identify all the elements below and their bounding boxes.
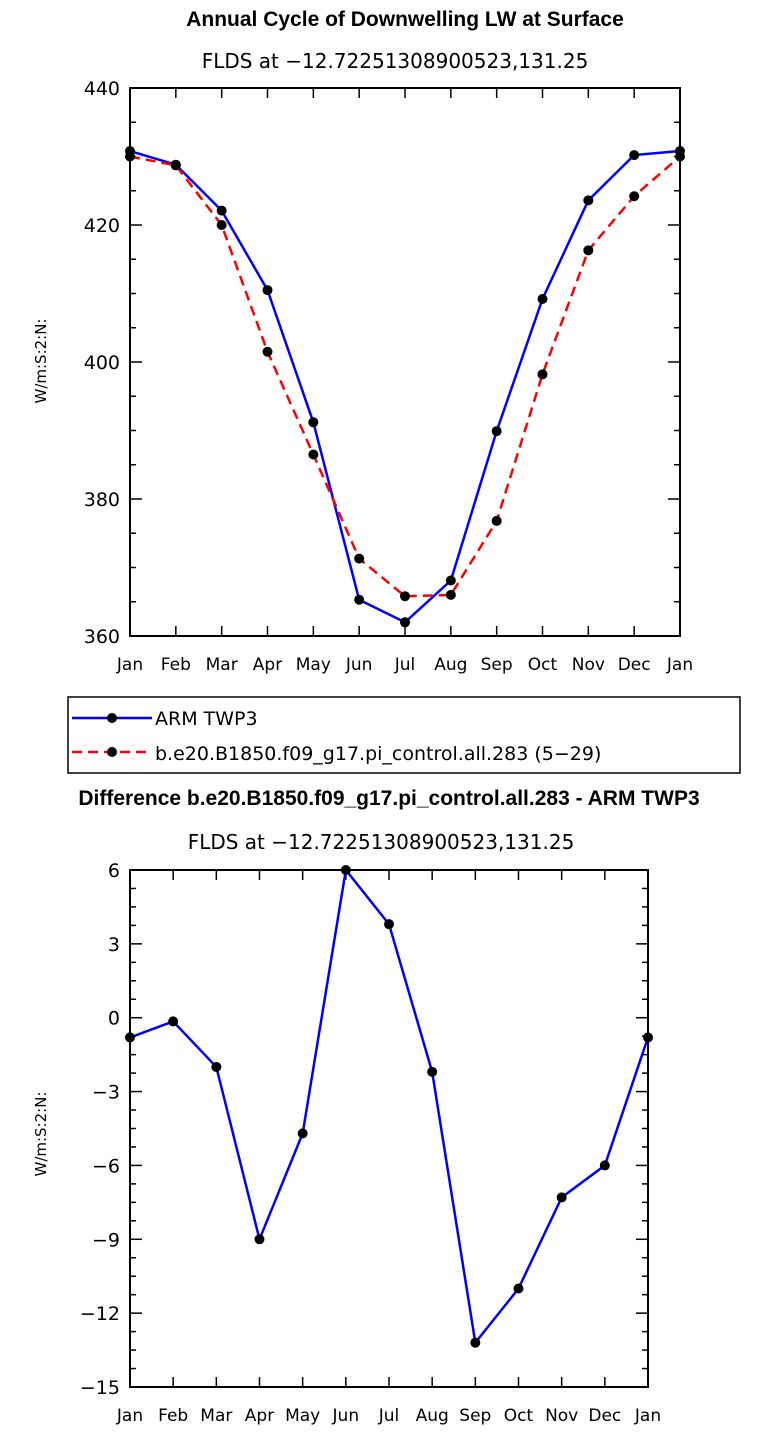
chart1-xtick-label: Jun xyxy=(345,655,373,675)
chart1-ytick-label: 400 xyxy=(84,352,120,374)
chart1-point xyxy=(583,195,594,206)
chart2-ytick-label: 6 xyxy=(108,860,120,882)
legend-label-model: b.e20.B1850.f09_g17.pi_control.all.283 (… xyxy=(155,743,601,765)
chart2-point xyxy=(297,1128,308,1139)
chart2-xtick-label: Feb xyxy=(158,1406,188,1426)
chart2-point xyxy=(470,1337,481,1348)
chart1-point xyxy=(675,151,685,162)
chart1-title: Annual Cycle of Downwelling LW at Surfac… xyxy=(186,8,624,31)
chart2-ytick-label: 3 xyxy=(108,934,120,956)
chart1-point xyxy=(491,515,502,526)
chart1-xtick-label: Dec xyxy=(618,655,651,675)
chart1-point xyxy=(629,191,640,202)
legend-label-arm: ARM TWP3 xyxy=(155,708,258,730)
chart1-point xyxy=(262,285,273,296)
chart2-subtitle: FLDS at −12.72251308900523,131.25 xyxy=(188,830,575,854)
chart1-point xyxy=(308,417,319,428)
chart1-point xyxy=(216,205,227,216)
chart1-point xyxy=(491,426,502,437)
chart2-xtick-label: Jul xyxy=(378,1406,400,1426)
chart2-point xyxy=(168,1016,179,1027)
chart1-ytick-label: 420 xyxy=(84,215,120,237)
chart1-point xyxy=(262,346,273,357)
chart2-xtick-label: Aug xyxy=(416,1406,449,1426)
chart2-ytick-label: −15 xyxy=(80,1377,120,1399)
chart2-xtick-label: Jan xyxy=(634,1406,661,1426)
chart2-plot: Jan Feb Mar Apr May Jun Jul Aug Sep Oct Nov Dec Jan −… xyxy=(80,860,661,1426)
chart2-xtick-label: Jun xyxy=(332,1406,360,1426)
chart1-ylabel: W/m:S:2:N: xyxy=(32,319,50,404)
chart2-point xyxy=(384,919,394,930)
chart1-xtick-label: Jan xyxy=(666,655,693,675)
chart1-xtick-label: Apr xyxy=(253,655,282,675)
chart1-point xyxy=(216,220,227,230)
chart2-xtick-label: Jan xyxy=(116,1406,143,1426)
chart1-point xyxy=(583,245,594,256)
chart1-point xyxy=(354,553,365,564)
chart2-xtick-label: Mar xyxy=(200,1406,232,1426)
chart1-xtick-label: Nov xyxy=(572,655,605,675)
chart2-xtick-label: May xyxy=(285,1406,320,1426)
chart1-point xyxy=(537,293,548,304)
legend-marker-model xyxy=(107,747,117,757)
legend: ARM TWP3 b.e20.B1850.f09_g17.pi_control.… xyxy=(67,696,741,774)
legend-box xyxy=(67,696,741,774)
chart1-series-line-1 xyxy=(129,155,681,598)
chart1-xtick-label: Oct xyxy=(528,655,558,675)
chart2-ytick-label: −9 xyxy=(92,1229,120,1251)
chart1-xtick-label: Feb xyxy=(161,655,191,675)
chart2-point xyxy=(513,1283,524,1294)
chart2-point xyxy=(340,865,351,875)
chart1-xtick-label: Sep xyxy=(481,655,513,675)
chart2-ytick-label: −3 xyxy=(92,1082,120,1104)
chart1-ytick-label: 360 xyxy=(84,626,120,648)
chart2-xtick-label: Apr xyxy=(245,1406,274,1426)
chart1-point xyxy=(400,617,410,628)
chart1-point xyxy=(629,150,640,161)
chart1-plot: Jan Feb Mar Apr May Jun Jul Aug Sep Oct Nov Dec Jan 3… xyxy=(84,78,693,675)
chart2-ytick-label: 0 xyxy=(108,1008,120,1030)
legend-marker-arm xyxy=(107,713,117,723)
chart1-xtick-label: Jan xyxy=(116,655,143,675)
chart2-point xyxy=(211,1061,222,1072)
chart1-point xyxy=(400,591,410,602)
chart2-frame xyxy=(129,869,649,1388)
chart2-xtick-label: Sep xyxy=(459,1406,491,1426)
chart2-series-line-0 xyxy=(129,867,650,1346)
chart1-point xyxy=(125,151,135,162)
chart1-point xyxy=(537,369,548,380)
chart1-point xyxy=(354,594,365,605)
chart1-xtick-label: Jul xyxy=(394,655,416,675)
chart2-point xyxy=(643,1032,653,1043)
chart2-xtick-label: Dec xyxy=(588,1406,621,1426)
chart2-point xyxy=(599,1160,610,1171)
chart2-ytick-label: −12 xyxy=(80,1303,120,1325)
chart1-subtitle: FLDS at −12.72251308900523,131.25 xyxy=(202,49,589,73)
chart2-point xyxy=(125,1032,135,1043)
chart2-ylabel: W/m:S:2:N: xyxy=(32,1092,50,1177)
chart1-series-line-0 xyxy=(129,149,681,624)
chart2-point xyxy=(254,1234,265,1245)
chart2-ytick-label: −6 xyxy=(92,1155,120,1177)
chart1-point xyxy=(308,449,319,460)
chart2-title: Difference b.e20.B1850.f09_g17.pi_contro… xyxy=(78,787,699,810)
chart2-xtick-label: Oct xyxy=(504,1406,534,1426)
chart1-ytick-label: 380 xyxy=(84,489,120,511)
chart2-point xyxy=(427,1066,438,1077)
chart2-point xyxy=(556,1192,567,1203)
chart1-xtick-label: Mar xyxy=(206,655,238,675)
chart1-ytick-label: 440 xyxy=(84,78,120,100)
chart1-point xyxy=(445,575,456,586)
chart1-xtick-label: May xyxy=(296,655,331,675)
chart1-point xyxy=(445,589,456,600)
chart1-frame xyxy=(129,87,681,637)
chart2-xtick-label: Nov xyxy=(545,1406,578,1426)
chart1-xtick-label: Aug xyxy=(434,655,467,675)
chart1-point xyxy=(170,160,181,171)
